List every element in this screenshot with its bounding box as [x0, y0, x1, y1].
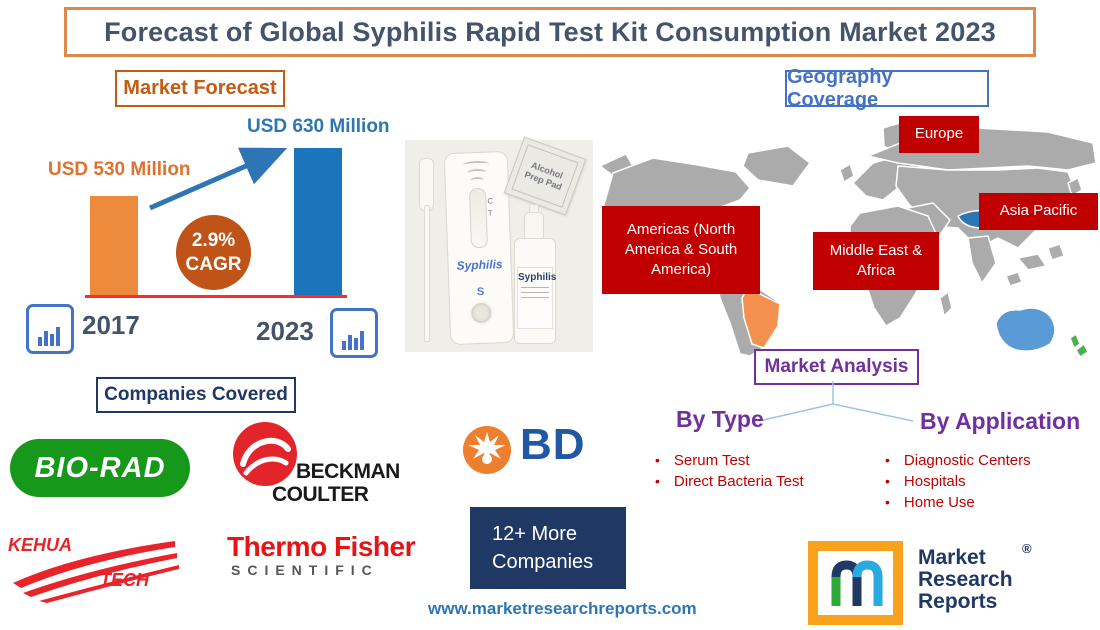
cagr-label: CAGR	[185, 253, 242, 275]
kehua-tech-text: KEHUA	[8, 535, 73, 555]
year-label-2017: 2017	[82, 310, 140, 340]
bullet-icon: •	[885, 473, 890, 489]
beckman-coulter-text: COULTER	[272, 483, 369, 506]
by-application-heading: By Application	[920, 408, 1081, 434]
list-item: • Diagnostic Centers	[885, 452, 1031, 469]
mrr-logo-text: Market Research Reports	[918, 546, 1013, 613]
bullet-icon: •	[885, 494, 890, 510]
by-type-heading: By Type	[676, 406, 764, 432]
bullet-icon: •	[885, 452, 890, 468]
cassette-label: Syphilis	[456, 257, 503, 273]
bio-rad-logo: BIO-RAD	[10, 439, 190, 497]
cassette-vent	[466, 168, 486, 177]
cassette-t-mark: T	[487, 208, 493, 218]
value-label-2017: USD 530 Million	[48, 159, 191, 180]
chart-baseline	[85, 295, 347, 298]
mrr-logo-icon	[808, 541, 903, 625]
bar-2023	[294, 148, 342, 296]
companies-covered-label: Companies Covered	[104, 384, 288, 405]
bd-logo-text: BD	[520, 420, 586, 469]
region-box-americas: Americas (North America & South America)	[602, 206, 760, 294]
market-analysis-label-box: Market Analysis	[754, 349, 919, 385]
bar-2017	[90, 196, 138, 296]
bar-chart-icon	[330, 308, 378, 358]
pipette-stem	[424, 205, 430, 342]
geography-label: Geography Coverage	[787, 65, 893, 111]
list-item: • Hospitals	[885, 473, 966, 490]
reagent-bottle: Syphilis	[514, 238, 556, 344]
kehua-tech-text: TECH	[100, 570, 149, 590]
cagr-value: 2.9%	[191, 229, 236, 251]
cassette-vent	[462, 160, 490, 169]
beckman-coulter-logo-icon	[233, 422, 297, 486]
growth-arrow-icon	[148, 147, 288, 211]
list-item: • Home Use	[885, 494, 975, 511]
kehua-swoosh-icon	[13, 541, 179, 603]
sample-well	[468, 300, 494, 326]
region-box-europe: Europe	[899, 116, 979, 153]
sample-well-label: S	[476, 285, 485, 299]
page-title: Forecast of Global Syphilis Rapid Test K…	[104, 16, 996, 47]
value-label-2023: USD 630 Million	[247, 116, 390, 137]
bottle-name: Syphilis	[518, 272, 557, 283]
test-cassette: C T Syphilis S	[443, 150, 515, 346]
list-item: • Direct Bacteria Test	[655, 473, 804, 490]
alcohol-pad-inner: Alcohol Prep Pad	[511, 144, 579, 208]
market-forecast-label-box: Market Forecast	[115, 70, 285, 107]
bullet-icon: •	[655, 473, 660, 489]
more-companies-badge: 12+ More Companies	[470, 507, 626, 589]
list-item: • Serum Test	[655, 452, 750, 469]
geography-label-box: Geography Coverage	[785, 66, 989, 111]
companies-covered-label-box: Companies Covered	[96, 377, 296, 413]
bd-logo-icon	[463, 426, 511, 474]
year-label-2023: 2023	[256, 316, 314, 346]
result-window	[468, 187, 488, 249]
registered-mark: ®	[1022, 541, 1032, 556]
beckman-coulter-text: BECKMAN	[296, 460, 400, 483]
pipette-icon	[419, 158, 434, 212]
cassette-vent	[470, 176, 484, 185]
analysis-tree-connector	[758, 381, 914, 422]
cagr-badge: 2.9% CAGR	[176, 215, 251, 290]
bar-chart-icon	[26, 304, 74, 354]
region-box-asia-pacific: Asia Pacific	[979, 193, 1098, 230]
market-forecast-label: Market Forecast	[123, 77, 277, 99]
region-box-middle-east-africa: Middle East & Africa	[813, 232, 939, 290]
thermo-fisher-scientific-text: SCIENTIFIC	[231, 562, 379, 578]
market-analysis-label: Market Analysis	[764, 356, 909, 377]
bottle-label: Syphilis	[517, 267, 557, 329]
title-banner: Forecast of Global Syphilis Rapid Test K…	[64, 7, 1036, 57]
bullet-icon: •	[655, 452, 660, 468]
cassette-c-mark: C	[487, 196, 494, 206]
website-link[interactable]: www.marketresearchreports.com	[428, 599, 697, 618]
thermo-fisher-text: Thermo Fisher	[227, 531, 415, 562]
